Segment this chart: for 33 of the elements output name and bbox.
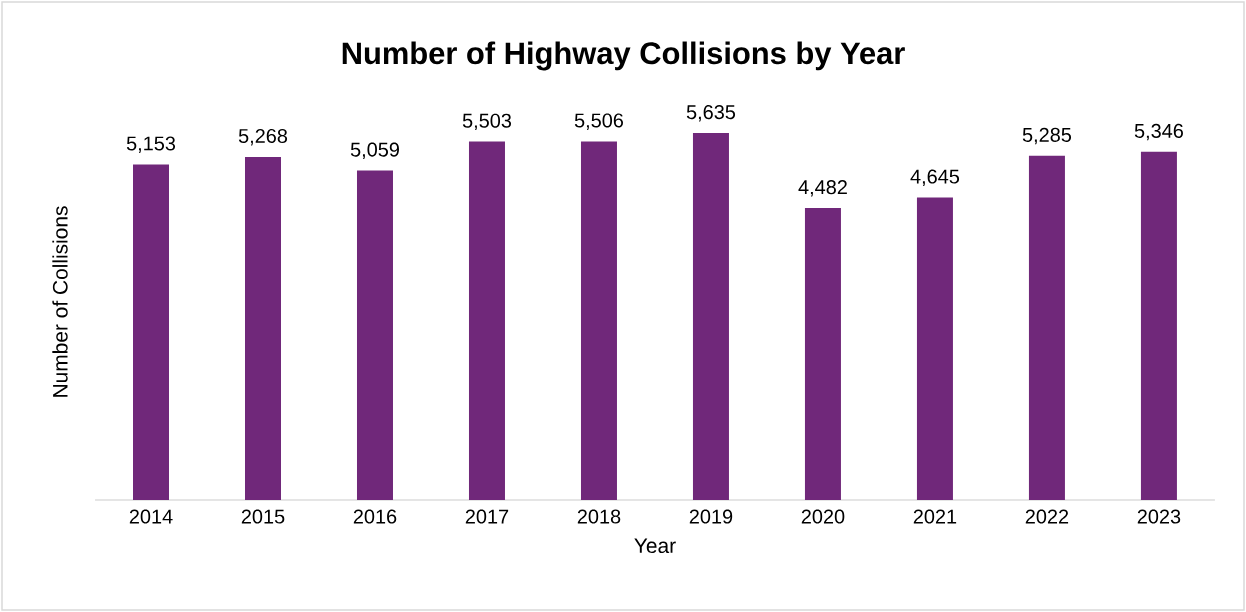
bar — [1140, 151, 1177, 500]
x-tick-label: 2016 — [353, 509, 397, 524]
x-tick-label: 2015 — [241, 509, 285, 524]
x-tick-label: 2017 — [465, 509, 509, 524]
bar — [580, 141, 617, 500]
data-label: 5,346 — [1134, 123, 1183, 141]
x-axis-title: Year — [634, 538, 676, 554]
bar — [245, 156, 281, 500]
data-label: 5,285 — [1022, 127, 1072, 145]
bar — [133, 164, 170, 500]
bar — [1028, 155, 1065, 500]
data-label: 5,153 — [126, 136, 176, 153]
data-label: 5,503 — [462, 113, 512, 131]
bar — [916, 197, 953, 500]
data-label: 4,645 — [910, 169, 960, 186]
data-label: 4,482 — [798, 180, 847, 197]
data-label: 5,268 — [238, 128, 288, 146]
chart-title: Number of Highway Collisions by Year — [342, 41, 905, 71]
bar — [468, 141, 505, 500]
x-tick-label: 2021 — [913, 509, 957, 524]
data-label: 5,635 — [686, 105, 736, 122]
x-tick-label: 2023 — [1137, 509, 1181, 524]
data-label: 5,059 — [350, 142, 399, 159]
data-label: 5,506 — [574, 113, 624, 130]
bar — [804, 208, 841, 500]
x-tick-label: 2014 — [129, 509, 173, 524]
x-tick-label: 2020 — [801, 509, 845, 524]
x-tick-label: 2022 — [1025, 509, 1069, 524]
bar — [692, 133, 729, 500]
x-tick-label: 2018 — [577, 509, 621, 524]
x-tick-label: 2019 — [689, 509, 733, 524]
y-axis-title: Number of Collisions — [52, 206, 68, 397]
bar — [356, 170, 393, 500]
